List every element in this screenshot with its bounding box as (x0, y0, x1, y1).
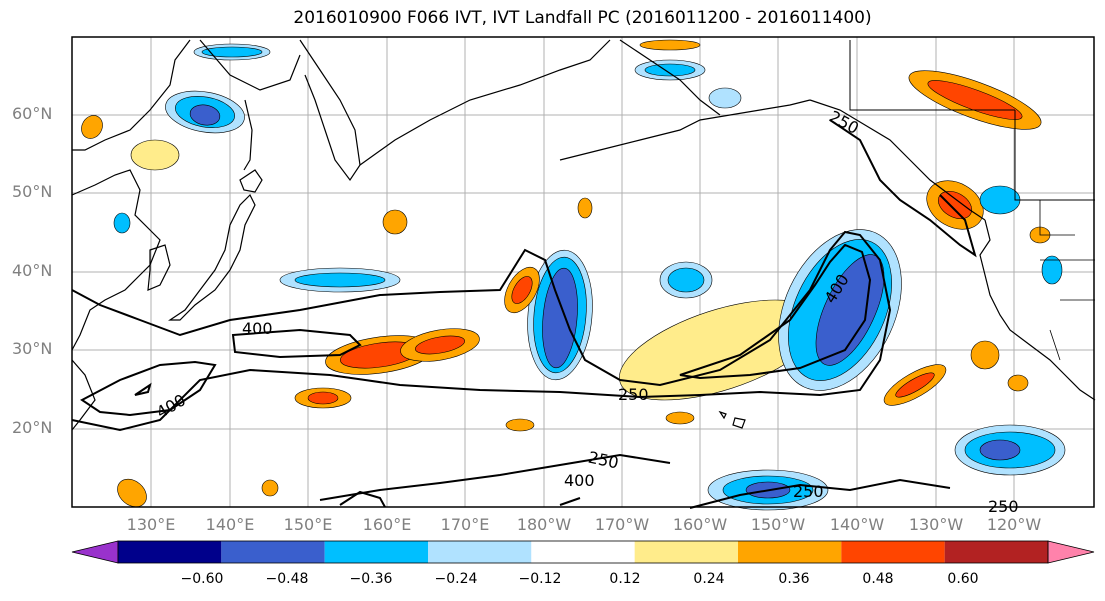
ivt-contours (71, 119, 977, 509)
colorbar-tick-label: −0.12 (518, 571, 562, 587)
pc-anomaly-patch (708, 87, 742, 109)
japan-coastline (168, 193, 256, 321)
us-canada-border (849, 40, 1095, 201)
contour-label: 250 (587, 448, 621, 473)
lat-label: 50°N (12, 182, 53, 201)
lat-label: 40°N (12, 261, 53, 280)
pc-anomaly-patch (665, 411, 695, 425)
pc-anomaly-patch (937, 190, 973, 220)
colorbar-segment (221, 541, 325, 563)
pc-anomaly-fills (81, 39, 1066, 511)
lon-label: 130°E (126, 515, 176, 534)
colorbar-segment (634, 541, 738, 563)
lon-label: 140°E (205, 515, 255, 534)
colorbar-frame (117, 540, 1049, 564)
colorbar-segment (944, 541, 1048, 563)
colorbar-segment (531, 541, 635, 563)
pc-anomaly-patch (979, 439, 1021, 461)
contour-label: 400 (564, 471, 595, 490)
lat-label: 20°N (12, 418, 53, 437)
lon-label: 170°W (594, 515, 650, 534)
lon-label: 150°E (283, 515, 333, 534)
pc-anomaly-patch (639, 39, 701, 51)
lon-label: 160°W (672, 515, 728, 534)
colorbar-tick-label: −0.24 (434, 571, 478, 587)
ivt-contour-250-main (71, 119, 977, 432)
ivt-contour-400-west (231, 328, 362, 359)
hokkaido-coastline (239, 169, 263, 193)
pc-anomaly-patch (189, 104, 221, 126)
colorbar-tick-label: 0.12 (609, 571, 641, 587)
pc-anomaly-patch (201, 46, 263, 58)
colorbar-segment (428, 541, 532, 563)
sakhalin-coastline (243, 99, 253, 171)
pc-anomaly-patch (970, 340, 1000, 370)
colorbar (71, 540, 1095, 564)
colorbar-tick-label: −0.48 (265, 571, 309, 587)
pc-anomaly-patch (113, 212, 131, 234)
lat-label: 60°N (12, 104, 53, 123)
pc-anomaly-patch (667, 267, 705, 293)
colorbar-segment (738, 541, 842, 563)
contour-label: 250 (793, 482, 824, 501)
colorbar-tick-label: 0.60 (947, 571, 979, 587)
pc-anomaly-patch (261, 479, 279, 497)
pc-anomaly-patch (415, 335, 465, 355)
coastlines (71, 39, 1096, 431)
colorbar-extend-high (1047, 540, 1095, 564)
ivt-contour-250-south (319, 453, 951, 509)
map-title: 2016010900 F066 IVT, IVT Landfall PC (20… (293, 8, 872, 28)
pc-anomaly-patch (382, 209, 408, 235)
ivt-contour-400-inner (80, 360, 217, 417)
colorbar-tick-label: −0.36 (349, 571, 393, 587)
lon-label: 120°W (986, 515, 1042, 534)
pc-anomaly-patch (81, 115, 103, 139)
pc-anomaly-patch (505, 418, 535, 432)
colorbar-tick-label: −0.60 (180, 571, 224, 587)
pc-anomaly-patch (895, 372, 935, 398)
pc-anomaly-patch (644, 63, 696, 77)
lat-label: 30°N (12, 339, 53, 358)
korea-coastline (147, 244, 171, 291)
ivt-contour-400-east (679, 243, 872, 380)
ivt-contour-400-south (339, 490, 386, 508)
pc-anomaly-patch (577, 197, 593, 219)
na-west-coastline (979, 219, 1096, 401)
kamchatka-coastline (299, 39, 361, 182)
lon-label: 160°E (362, 515, 412, 534)
contour-label: 400 (242, 319, 273, 338)
colorbar-tick-label: 0.48 (862, 571, 894, 587)
pc-anomaly-patch (1041, 255, 1063, 285)
us-state-borders (1039, 200, 1095, 361)
lon-label: 140°W (829, 515, 885, 534)
pc-anomaly-patch (511, 276, 533, 304)
colorbar-tick-label: 0.36 (778, 571, 810, 587)
lon-label: 170°E (440, 515, 490, 534)
pc-anomaly-patch (979, 185, 1021, 215)
colorbar-tick-label: 0.24 (693, 571, 725, 587)
contour-label: 250 (618, 385, 649, 404)
pc-anomaly-patch (307, 391, 339, 405)
lon-label: 180°W (516, 515, 572, 534)
colorbar-segment (324, 541, 428, 563)
asia-coastline (71, 39, 191, 431)
colorbar-extend-low (71, 540, 119, 564)
alaska-coastline (559, 39, 986, 221)
lon-label: 130°W (908, 515, 964, 534)
pc-anomaly-patch (294, 272, 386, 288)
hawaii-islands (718, 410, 746, 429)
colorbar-segment (841, 541, 945, 563)
lon-label: 150°W (750, 515, 806, 534)
map-frame (71, 36, 1095, 508)
pc-anomaly-patch (130, 139, 180, 171)
pc-anomaly-patch (1007, 374, 1029, 392)
pc-anomaly-patch (117, 478, 147, 508)
siberia-coastline (199, 39, 611, 166)
colorbar-segment (118, 541, 222, 563)
pc-anomaly-patch (542, 267, 578, 369)
